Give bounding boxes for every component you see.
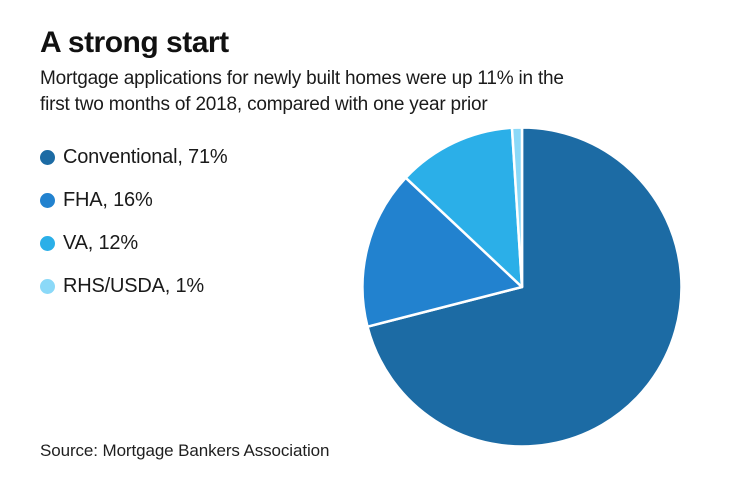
chart-title: A strong start [40, 26, 229, 59]
pie-slice-rhs-usda [510, 126, 524, 289]
legend-dot-fha-icon [40, 192, 55, 208]
pie-chart [361, 126, 683, 448]
source-attribution: Source: Mortgage Bankers Association [40, 441, 330, 460]
legend-item-va: VA, 12% [40, 231, 228, 254]
legend-label-fha: FHA, 16% [63, 188, 153, 211]
chart-subtitle-line-2: first two months of 2018, compared with … [40, 94, 488, 115]
legend-label-rhs-usda: RHS/USDA, 1% [63, 274, 204, 297]
legend-item-fha: FHA, 16% [40, 188, 228, 211]
legend-item-conventional: Conventional, 71% [40, 145, 228, 168]
pie-slice-conventional [366, 126, 683, 448]
legend-label-conventional: Conventional, 71% [63, 145, 228, 168]
chart-subtitle: Mortgage applications for newly built ho… [40, 66, 564, 118]
legend-label-va: VA, 12% [63, 231, 138, 254]
chart-subtitle-line-1: Mortgage applications for newly built ho… [40, 68, 564, 89]
pie-slice-fha [361, 176, 524, 328]
legend-dot-va-icon [40, 235, 55, 251]
legend-dot-conventional-icon [40, 149, 55, 165]
pie-slice-va [404, 126, 524, 289]
legend-dot-rhs-usda-icon [40, 278, 55, 294]
legend: Conventional, 71% FHA, 16% VA, 12% RHS/U… [40, 145, 228, 319]
legend-item-rhs-usda: RHS/USDA, 1% [40, 274, 228, 297]
